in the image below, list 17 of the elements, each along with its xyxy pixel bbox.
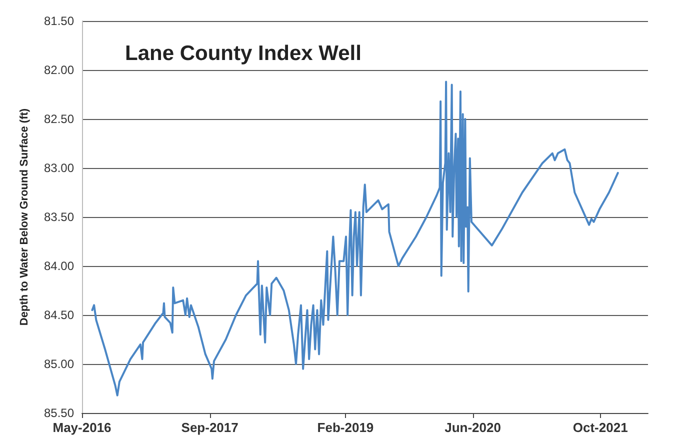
text: Lane County Index Well [125, 42, 362, 65]
x-tick-label: May-2016 [52, 420, 112, 435]
y-tick-label: 83.50 [44, 210, 74, 224]
x-tick-label: Feb-2019 [317, 420, 374, 435]
y-tick-label: 81.50 [44, 14, 74, 28]
y-axis-title: Depth to Water Below Ground Surface (ft) [18, 108, 30, 326]
x-tick-label: Oct-2021 [572, 420, 628, 435]
y-tick-label: 83.00 [44, 161, 74, 175]
x-tick-label: Jun-2020 [444, 420, 501, 435]
x-tick-label: Sep-2017 [181, 420, 238, 435]
y-tick-label: 82.00 [44, 63, 74, 77]
y-tick-label: 84.00 [44, 259, 74, 273]
y-tick-label: 84.50 [44, 308, 74, 322]
y-tick-label: 82.50 [44, 112, 74, 126]
line-series [91, 80, 619, 396]
y-tick-label: 85.50 [44, 406, 74, 420]
y-tick-label: 85.00 [44, 357, 74, 371]
